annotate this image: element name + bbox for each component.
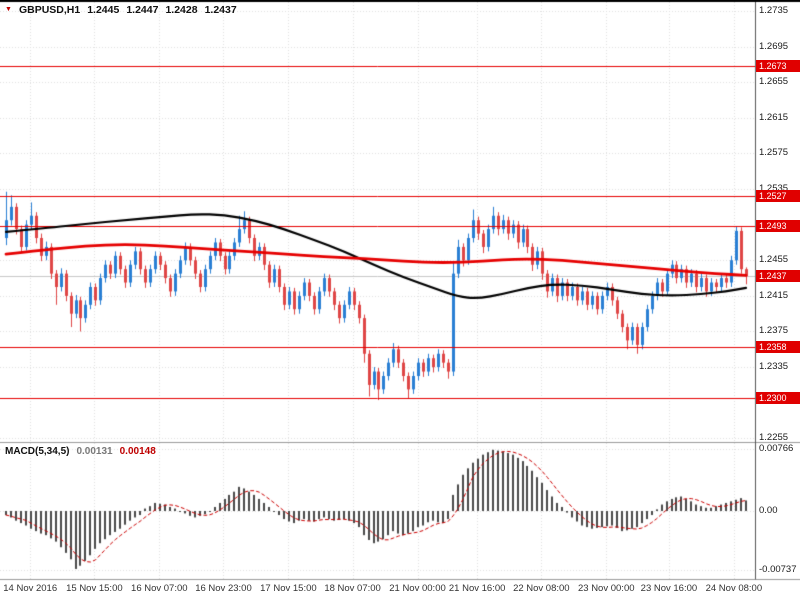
time-axis-label: 15 Nov 15:00 xyxy=(66,583,123,594)
macd-signal-value: 0.00148 xyxy=(119,446,156,457)
price-axis-label: 1.2335 xyxy=(759,361,789,373)
symbol-dropdown-icon: ▼ xyxy=(5,6,12,13)
time-axis-label: 14 Nov 2016 xyxy=(3,583,58,594)
time-axis-label: 17 Nov 15:00 xyxy=(260,583,317,594)
price-level-tag: 1.2493 xyxy=(756,220,800,233)
open-value: 1.2445 xyxy=(87,4,120,16)
close-value: 1.2437 xyxy=(204,4,237,16)
time-axis-label: 16 Nov 23:00 xyxy=(195,583,252,594)
current-price-tag: 1.2437 xyxy=(756,270,800,283)
price-axis-label: 1.2455 xyxy=(759,254,789,266)
time-axis[interactable]: 14 Nov 2016 15 Nov 15:00 16 Nov 07:00 16 No… xyxy=(0,579,762,600)
macd-label: MACD(5,34,5) xyxy=(5,446,70,457)
price-axis-label: 1.2535 xyxy=(759,183,789,195)
price-axis[interactable]: 1.2735 1.2695 1.2655 1.2615 1.2575 1.2535 1.24… xyxy=(756,1,800,444)
chart-header: ▼ GBPUSD,H1 1.2445 1.2447 1.2428 1.2437 xyxy=(5,4,237,16)
time-axis-label: 22 Nov 08:00 xyxy=(513,583,570,594)
time-axis-label: 21 Nov 16:00 xyxy=(448,583,506,594)
low-value: 1.2428 xyxy=(165,4,198,16)
macd-axis-label: 0.00 xyxy=(759,505,778,516)
time-axis-label: 18 Nov 07:00 xyxy=(324,583,381,594)
time-axis-label: 23 Nov 00:00 xyxy=(577,583,635,594)
time-axis-label: 21 Nov 00:00 xyxy=(389,583,446,594)
macd-main-value: 0.00131 xyxy=(76,446,113,457)
macd-axis-label: -0.00737 xyxy=(759,564,797,576)
time-axis-label: 16 Nov 07:00 xyxy=(131,583,188,594)
price-axis-label: 1.2735 xyxy=(759,5,789,16)
price-level-tag: 1.2358 xyxy=(756,340,800,353)
macd-axis-label: 0.00766 xyxy=(759,443,794,455)
macd-axis[interactable]: 0.00766 0.00 -0.00737 xyxy=(756,442,800,579)
price-level-tag: 1.2527 xyxy=(756,190,800,203)
price-axis-label: 1.2375 xyxy=(759,325,789,337)
price-axis-label: 1.2615 xyxy=(759,111,789,123)
time-axis-label: 24 Nov 08:00 xyxy=(705,583,763,594)
macd-indicator-header: MACD(5,34,5) 0.00131 0.00148 xyxy=(5,446,156,457)
symbol-period-label: GBPUSD,H1 xyxy=(18,4,81,16)
price-axis-label: 1.2655 xyxy=(759,76,789,88)
time-axis-label: 23 Nov 16:00 xyxy=(640,583,698,594)
price-axis-label: 1.2695 xyxy=(759,40,789,52)
price-level-tag: 1.2300 xyxy=(756,392,800,405)
price-axis-label: 1.2255 xyxy=(759,432,789,444)
price-axis-label: 1.2575 xyxy=(759,147,789,159)
price-level-tag: 1.2673 xyxy=(756,60,800,73)
price-axis-label: 1.2415 xyxy=(759,289,789,301)
high-value: 1.2447 xyxy=(126,4,159,16)
